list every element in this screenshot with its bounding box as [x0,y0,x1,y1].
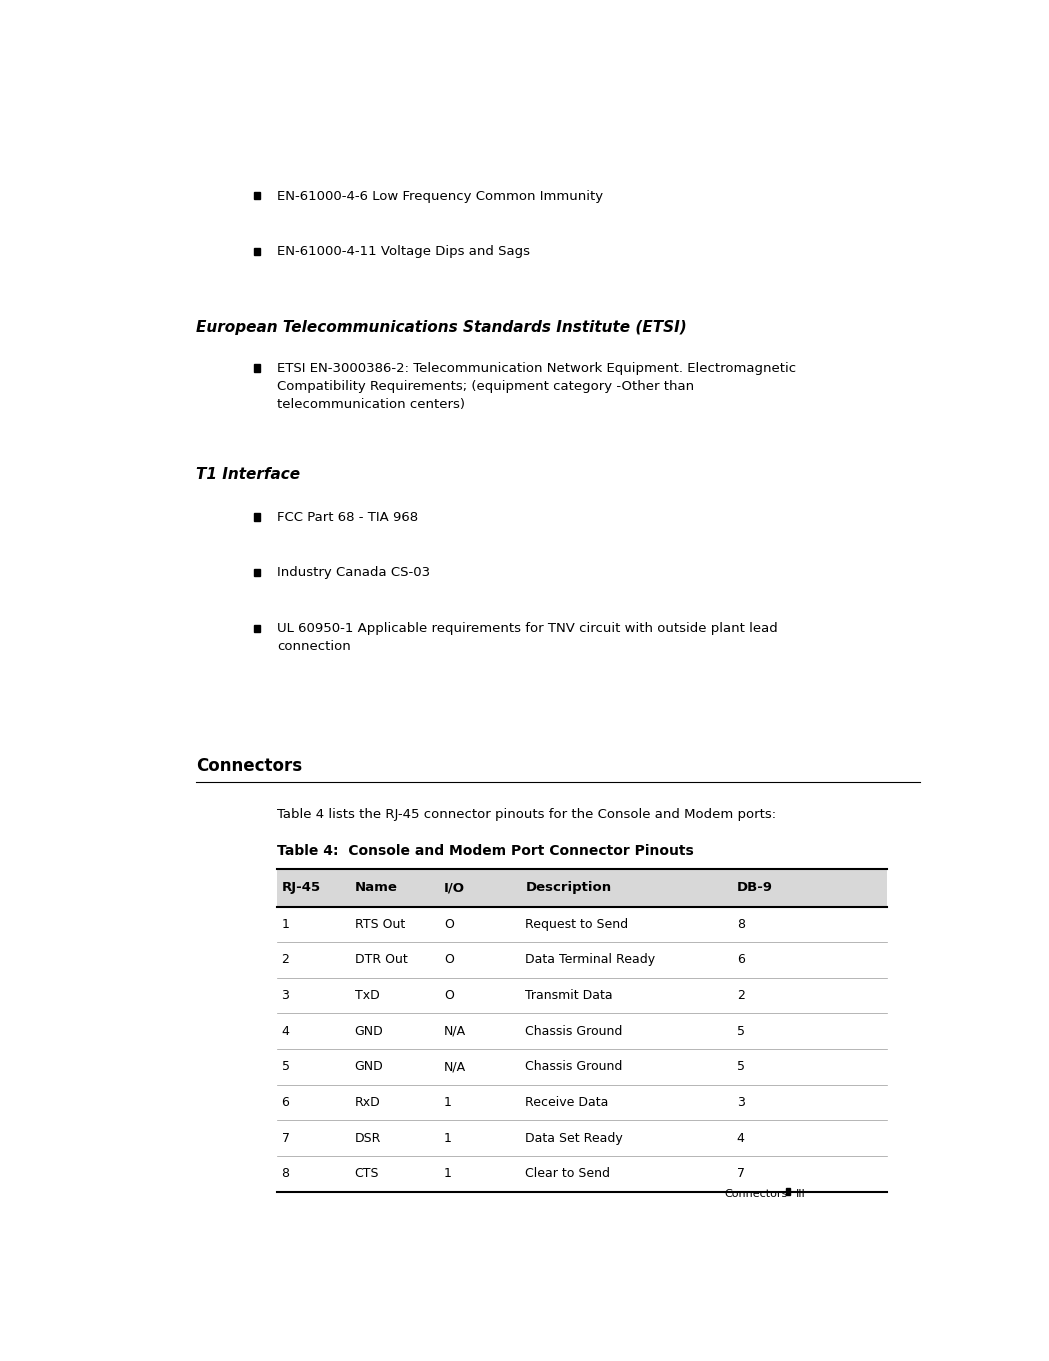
Text: EN-61000-4-6 Low Frequency Common Immunity: EN-61000-4-6 Low Frequency Common Immuni… [277,189,603,203]
Text: T1 Interface: T1 Interface [196,467,300,482]
Text: 7: 7 [736,1168,745,1180]
Text: RTS Out: RTS Out [355,917,405,931]
Text: DSR: DSR [355,1131,381,1145]
Text: I/O: I/O [444,881,465,894]
FancyBboxPatch shape [254,513,260,520]
Text: Connectors: Connectors [196,757,302,774]
Text: 5: 5 [736,1060,745,1074]
Text: 3: 3 [281,989,290,1002]
Text: Table 4 lists the RJ-45 connector pinouts for the Console and Modem ports:: Table 4 lists the RJ-45 connector pinout… [277,808,776,821]
Text: 5: 5 [736,1025,745,1037]
Text: Receive Data: Receive Data [526,1096,608,1109]
Text: 1: 1 [444,1096,452,1109]
Text: ETSI EN-3000386-2: Telecommunication Network Equipment. Electromagnetic
Compatib: ETSI EN-3000386-2: Telecommunication Net… [277,362,796,411]
Text: O: O [444,917,454,931]
FancyBboxPatch shape [277,868,887,906]
Text: Chassis Ground: Chassis Ground [526,1060,623,1074]
Text: N/A: N/A [444,1025,466,1037]
Text: Data Terminal Ready: Data Terminal Ready [526,954,656,966]
Text: European Telecommunications Standards Institute (ETSI): European Telecommunications Standards In… [196,320,687,335]
FancyBboxPatch shape [254,192,260,200]
Text: FCC Part 68 - TIA 968: FCC Part 68 - TIA 968 [277,510,419,524]
Text: 1: 1 [444,1168,452,1180]
Text: 4: 4 [736,1131,745,1145]
Text: 7: 7 [281,1131,290,1145]
Text: UL 60950-1 Applicable requirements for TNV circuit with outside plant lead
conne: UL 60950-1 Applicable requirements for T… [277,622,778,653]
Text: 2: 2 [281,954,290,966]
Text: 1: 1 [444,1131,452,1145]
Text: Table 4:  Console and Modem Port Connector Pinouts: Table 4: Console and Modem Port Connecto… [277,844,694,857]
FancyBboxPatch shape [254,625,260,632]
Text: 2: 2 [736,989,745,1002]
Text: 4: 4 [281,1025,290,1037]
Text: 8: 8 [281,1168,290,1180]
Text: 8: 8 [736,917,745,931]
Text: Clear to Send: Clear to Send [526,1168,611,1180]
Text: TxD: TxD [355,989,380,1002]
Text: 5: 5 [281,1060,290,1074]
Text: Name: Name [355,881,398,894]
Text: III: III [796,1188,806,1199]
Text: DB-9: DB-9 [736,881,773,894]
Text: Description: Description [526,881,612,894]
Text: 6: 6 [736,954,745,966]
Text: Connectors: Connectors [725,1188,788,1199]
Text: 1: 1 [281,917,290,931]
Text: O: O [444,954,454,966]
FancyBboxPatch shape [254,569,260,576]
Text: GND: GND [355,1060,384,1074]
Text: 6: 6 [281,1096,290,1109]
Text: DTR Out: DTR Out [355,954,407,966]
Text: Transmit Data: Transmit Data [526,989,613,1002]
Text: CTS: CTS [355,1168,379,1180]
Text: RJ-45: RJ-45 [281,881,321,894]
Text: Industry Canada CS-03: Industry Canada CS-03 [277,566,430,580]
Text: Request to Send: Request to Send [526,917,628,931]
FancyBboxPatch shape [254,365,260,372]
Text: O: O [444,989,454,1002]
FancyBboxPatch shape [786,1188,791,1195]
Text: RxD: RxD [355,1096,381,1109]
Text: Data Set Ready: Data Set Ready [526,1131,623,1145]
FancyBboxPatch shape [254,248,260,256]
Text: N/A: N/A [444,1060,466,1074]
Text: 3: 3 [736,1096,745,1109]
Text: GND: GND [355,1025,384,1037]
Text: Chassis Ground: Chassis Ground [526,1025,623,1037]
Text: EN-61000-4-11 Voltage Dips and Sags: EN-61000-4-11 Voltage Dips and Sags [277,245,531,259]
